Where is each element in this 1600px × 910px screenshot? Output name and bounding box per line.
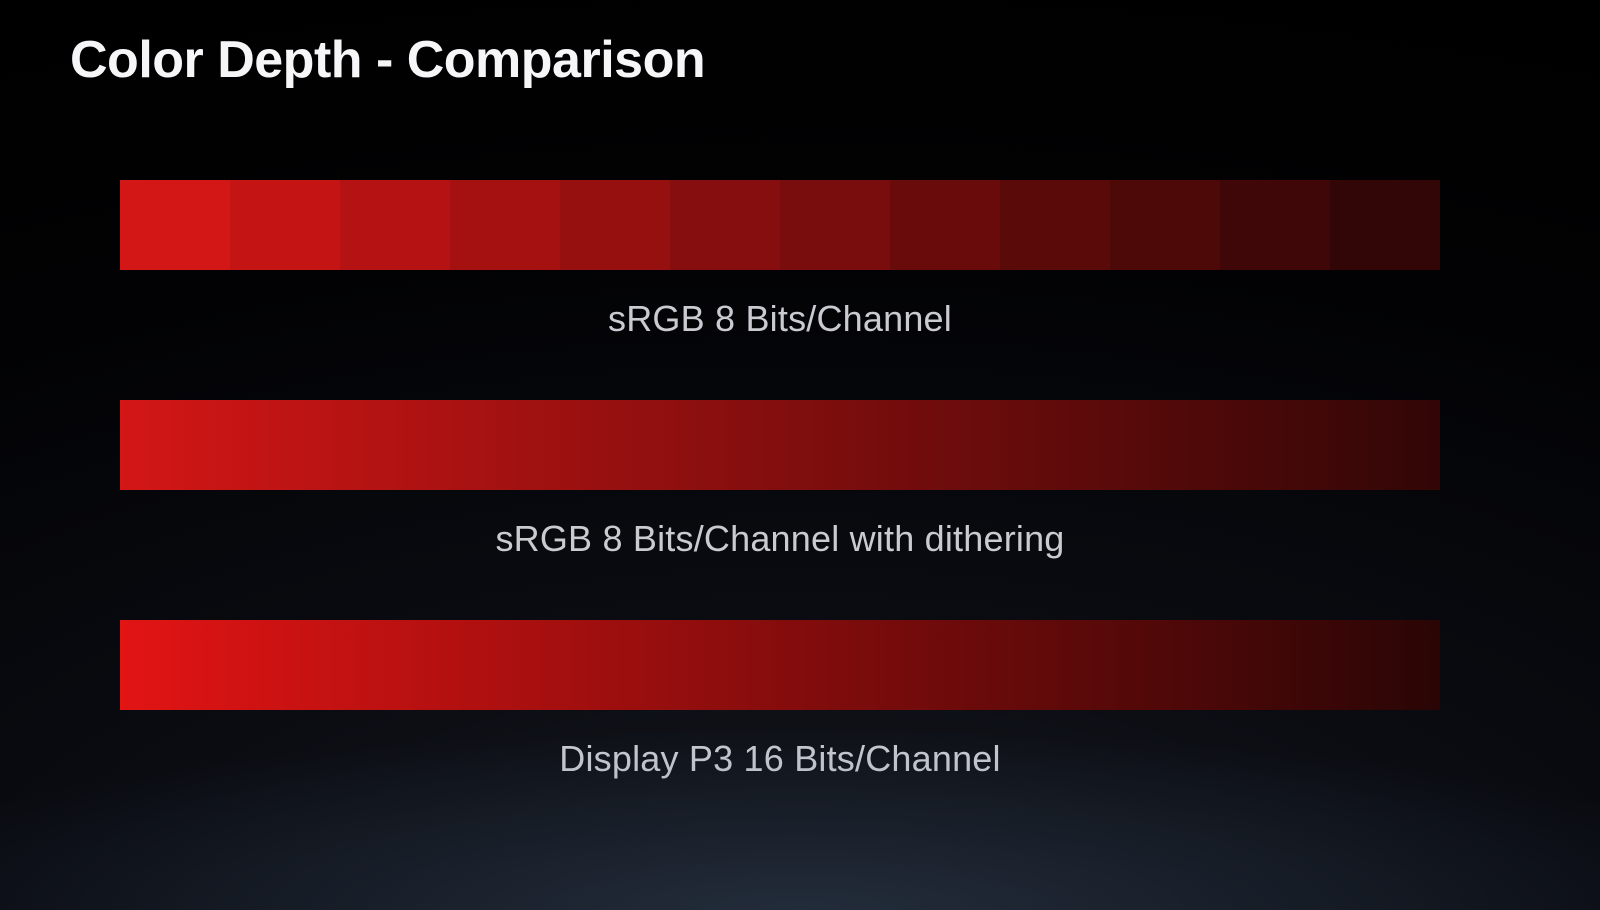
gradient-bar-p316 (120, 620, 1440, 710)
gradient-step (450, 180, 560, 270)
bar-caption-p316: Display P3 16 Bits/Channel (120, 738, 1440, 780)
bar-block-srgb8d: sRGB 8 Bits/Channel with dithering (120, 400, 1440, 560)
gradient-step (670, 180, 780, 270)
gradient-step (1110, 180, 1220, 270)
bars-container: sRGB 8 Bits/Channel sRGB 8 Bits/Channel … (120, 180, 1440, 780)
gradient-step (780, 180, 890, 270)
gradient-step (1220, 180, 1330, 270)
gradient-step (120, 180, 230, 270)
gradient-step (340, 180, 450, 270)
slide-title: Color Depth - Comparison (70, 30, 705, 90)
gradient-step (1330, 180, 1440, 270)
gradient-bar-p316-fill (120, 620, 1440, 710)
bar-caption-srgb8: sRGB 8 Bits/Channel (120, 298, 1440, 340)
bar-block-srgb8: sRGB 8 Bits/Channel (120, 180, 1440, 340)
gradient-step (560, 180, 670, 270)
gradient-step (890, 180, 1000, 270)
bar-caption-srgb8d: sRGB 8 Bits/Channel with dithering (120, 518, 1440, 560)
gradient-bar-srgb8-steps (120, 180, 1440, 270)
gradient-bar-srgb8 (120, 180, 1440, 270)
slide: Color Depth - Comparison sRGB 8 Bits/Cha… (0, 0, 1600, 910)
gradient-step (1000, 180, 1110, 270)
bar-block-p316: Display P3 16 Bits/Channel (120, 620, 1440, 780)
gradient-step (230, 180, 340, 270)
gradient-bar-srgb8d (120, 400, 1440, 490)
gradient-bar-srgb8d-fill (120, 400, 1440, 490)
